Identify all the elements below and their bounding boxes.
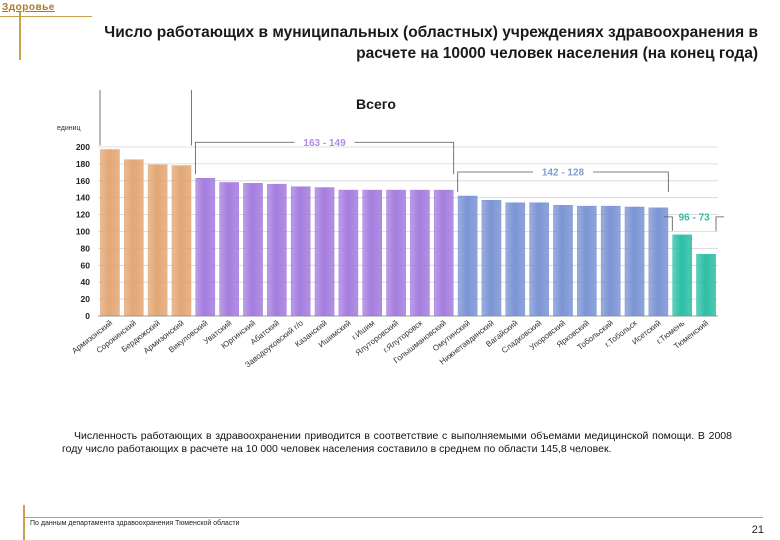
y-tick-label: 180 bbox=[76, 159, 90, 169]
bar-chart: Всегоединиц020406080100120140160180200Ар… bbox=[57, 90, 725, 369]
footer-source: По данным департамента здравоохранения Т… bbox=[30, 520, 240, 527]
bar bbox=[123, 159, 144, 317]
bar bbox=[100, 149, 120, 317]
bar bbox=[648, 207, 669, 317]
group-bracket bbox=[457, 171, 669, 193]
y-tick-label: 100 bbox=[76, 227, 90, 237]
bar bbox=[171, 165, 192, 317]
group-label: 163 - 149 bbox=[303, 138, 346, 149]
bar bbox=[505, 202, 526, 317]
y-tick-label: 200 bbox=[76, 142, 90, 152]
footer-divider-vertical bbox=[23, 505, 25, 540]
bar bbox=[267, 183, 287, 317]
y-tick-label: 80 bbox=[81, 243, 91, 253]
group-label: 142 - 128 bbox=[542, 168, 585, 179]
page-number: 21 bbox=[751, 524, 764, 536]
y-tick-label: 120 bbox=[76, 210, 90, 220]
body-text: Численность работающих в здравоохранении… bbox=[62, 430, 732, 456]
bar bbox=[243, 183, 263, 317]
y-tick-label: 40 bbox=[81, 277, 91, 287]
group-bracket bbox=[664, 216, 725, 231]
bar bbox=[338, 189, 359, 317]
page-title: Число работающих в муниципальных (област… bbox=[104, 24, 758, 62]
bar bbox=[553, 205, 573, 317]
bar bbox=[195, 178, 216, 317]
y-tick-label: 20 bbox=[81, 294, 91, 304]
bar bbox=[410, 189, 430, 317]
bar bbox=[600, 205, 621, 317]
y-tick-label: 0 bbox=[85, 311, 90, 321]
bar bbox=[290, 186, 311, 317]
bar bbox=[481, 199, 502, 317]
group-bracket bbox=[194, 141, 455, 175]
bar bbox=[624, 206, 645, 317]
bar bbox=[362, 189, 383, 317]
group-bracket bbox=[99, 90, 192, 146]
bar bbox=[529, 202, 549, 317]
y-tick-label: 160 bbox=[76, 176, 90, 186]
bar bbox=[147, 164, 168, 317]
footer-divider bbox=[23, 517, 763, 518]
bar bbox=[457, 195, 478, 317]
bar bbox=[696, 254, 716, 317]
header-divider bbox=[0, 16, 92, 17]
section-tag: Здоровье bbox=[2, 2, 55, 13]
bar bbox=[314, 187, 335, 317]
header-divider-vertical bbox=[19, 12, 21, 60]
bar bbox=[672, 234, 693, 317]
body-text-content: Численность работающих в здравоохранении… bbox=[62, 430, 732, 455]
group-label: 198 - 178 bbox=[125, 90, 168, 92]
group-label: 96 - 73 bbox=[679, 212, 711, 223]
chart-title: Всего bbox=[356, 96, 396, 112]
y-tick-label: 60 bbox=[81, 260, 91, 270]
bar bbox=[219, 182, 239, 317]
y-tick-label: 140 bbox=[76, 193, 90, 203]
bar bbox=[577, 205, 597, 317]
y-axis-label: единиц bbox=[57, 125, 81, 132]
bar bbox=[433, 189, 454, 317]
bar bbox=[386, 189, 406, 317]
